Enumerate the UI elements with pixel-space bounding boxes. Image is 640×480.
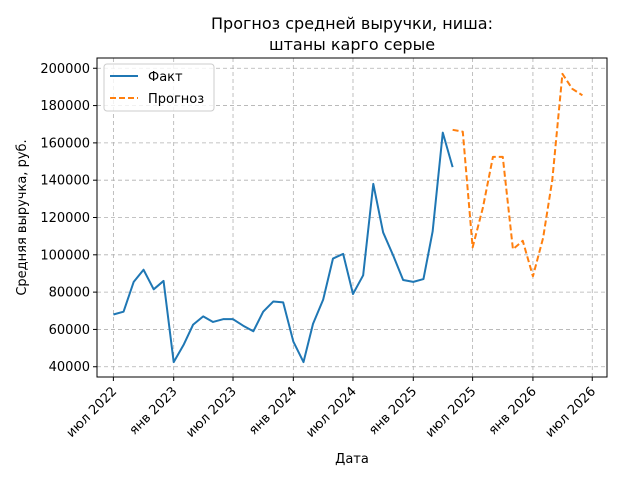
x-axis-label: Дата <box>335 452 369 467</box>
x-axis-ticks: июл 2022 янв 2023 июл 2023 янв 2024 июл 2024… <box>64 377 599 441</box>
y-axis-label: Средняя выручка, руб. <box>15 139 30 295</box>
y-tick-label-8: 200000 <box>40 62 90 77</box>
legend: Факт Прогноз <box>103 63 215 112</box>
y-tick-label-6: 160000 <box>40 136 90 151</box>
y-tick-label-0: 40000 <box>49 360 90 375</box>
y-tick-label-1: 60000 <box>49 323 90 338</box>
y-tick-label-5: 140000 <box>40 174 90 189</box>
y-tick-label-7: 180000 <box>40 99 90 114</box>
x-tick-label-1: янв 2023 <box>127 384 181 438</box>
legend-label-forecast: Прогноз <box>148 92 204 107</box>
chart-title-line-2: штаны карго серые <box>269 35 435 54</box>
x-tick-label-4: июл 2024 <box>303 384 360 441</box>
series-line-1 <box>452 72 583 278</box>
legend-label-fact: Факт <box>148 70 183 85</box>
chart-title-line-1: Прогноз средней выручки, ниша: <box>211 14 493 33</box>
y-tick-label-3: 100000 <box>40 248 90 263</box>
series-group <box>113 72 583 364</box>
x-tick-label-0: июл 2022 <box>64 384 121 441</box>
y-tick-label-4: 120000 <box>40 211 90 226</box>
y-tick-label-2: 80000 <box>49 286 90 301</box>
series-line-0 <box>113 131 454 364</box>
x-tick-label-8: июл 2026 <box>543 384 600 441</box>
x-tick-label-2: июл 2023 <box>183 384 240 441</box>
x-tick-label-6: июл 2025 <box>423 384 480 441</box>
x-tick-label-3: янв 2024 <box>246 384 300 438</box>
x-tick-label-7: янв 2026 <box>486 384 540 438</box>
y-axis-ticks: 40000 60000 80000 100000 120000 140000 160000 1… <box>40 62 97 375</box>
x-tick-label-5: янв 2025 <box>366 384 420 438</box>
